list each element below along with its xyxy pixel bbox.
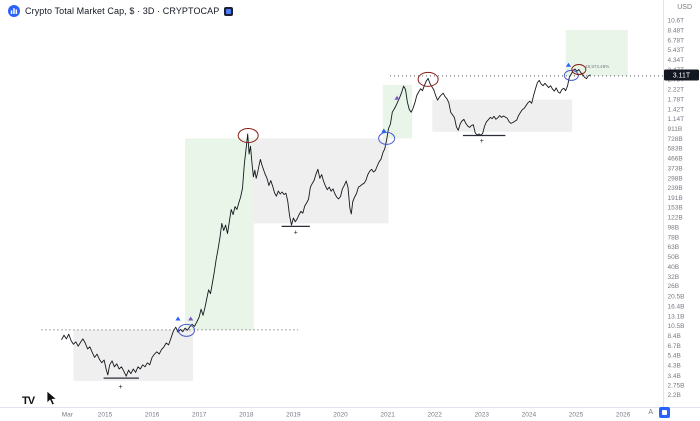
price-tag-background — [664, 69, 699, 81]
resistance-lines — [41, 75, 694, 331]
ellipse-annotation[interactable] — [563, 69, 579, 81]
text-annotation: 48,973.48% — [585, 64, 609, 69]
green-phase-box[interactable] — [382, 84, 413, 139]
gray-phase-box[interactable] — [432, 99, 573, 132]
price-tick-label: 26B — [668, 283, 680, 290]
price-tick-label: 728B — [668, 136, 683, 143]
price-tick-label: 3.4B — [668, 373, 681, 380]
arrow-up-marker[interactable] — [565, 62, 572, 67]
green-phase-box[interactable] — [185, 138, 254, 330]
price-tick-label: 50B — [668, 254, 680, 261]
time-tick-label: 2019 — [286, 412, 301, 419]
time-tick-label: 2025 — [569, 412, 584, 419]
price-tick-label: 1.14T — [668, 116, 685, 123]
price-tick-label: 583B — [668, 146, 683, 153]
price-tick-label: 8.48T — [668, 27, 685, 34]
arrow-up-marker[interactable] — [188, 316, 194, 321]
price-tick-label: 8.4B — [668, 333, 681, 340]
blue-badge-icon[interactable] — [659, 407, 670, 418]
currency-label[interactable]: USD — [677, 4, 692, 11]
tradingview-logo[interactable]: TV — [22, 395, 35, 407]
symbol-detail-icon[interactable] — [224, 6, 234, 16]
symbol-header[interactable]: Crypto Total Market Cap, $ · 3D · CRYPTO… — [8, 5, 234, 17]
price-tick-label: 2.2B — [668, 392, 681, 399]
ellipse-annotation[interactable] — [177, 323, 195, 337]
time-tick-label: Mar — [62, 412, 74, 419]
mouse-cursor-icon — [46, 390, 58, 411]
price-tick-label: 373B — [668, 165, 683, 172]
ellipse-annotation[interactable] — [417, 71, 439, 87]
axis-frame — [0, 0, 700, 408]
ellipse-annotation[interactable] — [378, 131, 396, 145]
price-line[interactable] — [61, 68, 591, 377]
phase-boxes — [73, 30, 628, 381]
price-tick-label: 5.43T — [668, 47, 685, 54]
price-tick-label: 2.22T — [668, 87, 685, 94]
time-tick-label: 2020 — [333, 412, 348, 419]
text-annotation: + — [480, 138, 484, 145]
time-tick-label: 2017 — [192, 412, 207, 419]
price-tick-label: 4.34T — [668, 57, 685, 64]
price-tick-label: 466B — [668, 156, 683, 163]
price-tick-label: 1.78T — [668, 96, 685, 103]
time-tick-label: 2018 — [239, 412, 254, 419]
text-annotation: + — [118, 384, 122, 391]
time-tick-label: 2023 — [475, 412, 490, 419]
bottom-right-badges: A — [648, 407, 670, 418]
price-tick-label: 122B — [668, 215, 683, 222]
ellipse-annotation[interactable] — [571, 64, 587, 76]
text-annotations: + + +48,973.48% — [118, 64, 609, 391]
price-tick-label: 10.5B — [668, 323, 685, 330]
price-tick-label: 6.7B — [668, 343, 681, 350]
price-tick-label: 2.75B — [668, 382, 685, 389]
letter-a-label: A — [648, 409, 653, 416]
time-tick-label: 2022 — [427, 412, 442, 419]
price-tick-label: 63B — [668, 244, 680, 251]
price-tick-label: 13.1B — [668, 313, 685, 320]
arrow-up-marker[interactable] — [381, 128, 387, 133]
price-tick-label: 153B — [668, 205, 683, 212]
price-tick-label: 5.4B — [668, 352, 681, 359]
price-tick-label: 911B — [668, 126, 683, 133]
gray-phase-box[interactable] — [253, 138, 389, 224]
green-phase-box[interactable] — [565, 30, 628, 76]
price-tick-label: 298B — [668, 175, 683, 182]
time-tick-label: 2024 — [522, 412, 537, 419]
time-tick-label: 2016 — [145, 412, 160, 419]
ellipse-annotation[interactable] — [237, 128, 259, 144]
text-annotation: + — [294, 230, 298, 237]
last-price-tag: 3.11T — [664, 69, 699, 81]
gray-phase-box[interactable] — [73, 329, 194, 381]
time-tick-label: 2021 — [380, 412, 395, 419]
arrow-up-marker[interactable] — [394, 95, 400, 100]
circle-annotations — [177, 64, 587, 337]
price-tick-label: 239B — [668, 185, 683, 192]
price-tick-label: 191B — [668, 195, 683, 202]
arrow-up-marker[interactable] — [175, 316, 181, 321]
price-series — [61, 68, 591, 377]
price-tick-label: 6.78T — [668, 37, 685, 44]
symbol-title[interactable]: Crypto Total Market Cap, $ · 3D · CRYPTO… — [25, 6, 220, 16]
price-tick-label: 98B — [668, 224, 680, 231]
price-tag-value: 3.11T — [673, 72, 691, 79]
price-tick-label: 1.42T — [668, 106, 685, 113]
support-marks — [103, 134, 506, 379]
price-tick-label: 32B — [668, 274, 680, 281]
price-tick-label: 10.6T — [668, 18, 685, 25]
arrow-markers — [175, 62, 572, 321]
price-tick-label: 78B — [668, 235, 680, 242]
cryptocap-logo-icon — [8, 5, 20, 17]
price-tick-label: 4.3B — [668, 363, 681, 370]
time-axis[interactable]: Mar 2015 2016 2017 2018 2019 2020 2021 2022 2023 2… — [62, 412, 631, 419]
price-tick-label: 16.4B — [668, 303, 685, 310]
time-tick-label: 2015 — [98, 412, 113, 419]
price-tick-label: 20.5B — [668, 294, 685, 301]
time-tick-label: 2026 — [616, 412, 631, 419]
price-tick-label: 40B — [668, 264, 680, 271]
